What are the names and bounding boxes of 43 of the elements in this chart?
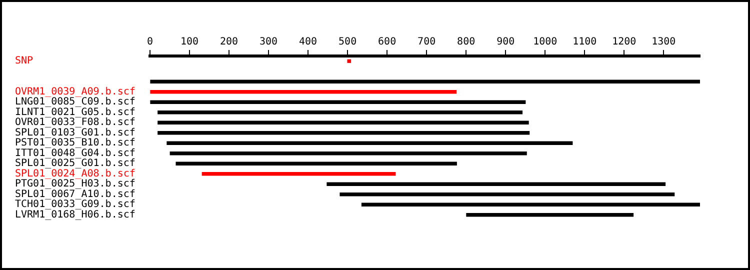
y-tick-label: SPL01_0067_A10.b.scf: [15, 188, 136, 200]
bar: [170, 152, 527, 156]
bar: [347, 59, 352, 63]
bar: [326, 182, 666, 186]
y-tick-label: PTG01_0025_H03.b.scf: [15, 178, 136, 190]
y-tick-label: TCH01_0033_G09.b.scf: [15, 199, 136, 210]
x-tick-label: 800: [457, 36, 476, 48]
x-tick-label: 700: [418, 36, 436, 48]
x-tick-label: 1300: [652, 36, 676, 48]
y-tick-label: ILNT1_0021_G05.b.scf: [15, 106, 136, 118]
bar: [158, 110, 523, 114]
bar: [466, 213, 634, 217]
y-tick-label: SPL01_0103_G01.b.scf: [15, 127, 136, 138]
x-tick-label: 1200: [612, 36, 636, 48]
bar: [150, 100, 526, 104]
y-tick-label: PST01_0035_B10.b.scf: [15, 138, 136, 149]
bar: [176, 162, 457, 166]
bar: [158, 120, 529, 124]
bar: [150, 80, 700, 84]
y-tick-label: OVR01_0033_F08.b.scf: [15, 117, 136, 128]
y-tick-label: OVRM1_0039_A09.b.scf: [15, 86, 136, 98]
x-tick-label: 400: [299, 36, 318, 48]
y-tick-label: SPL01_0024_A08.b.scf: [15, 168, 136, 180]
bar: [150, 90, 457, 94]
bar: [158, 131, 530, 135]
y-tick-label: SPL01_0025_G01.b.scf: [15, 158, 136, 170]
y-tick-label: ITT01_0048_G04.b.scf: [15, 148, 136, 159]
x-tick-label: 100: [180, 36, 199, 48]
bar: [361, 202, 700, 206]
x-tick-label: 500: [338, 36, 357, 48]
y-tick-label: LVRM1_0168_H06.b.scf: [15, 209, 136, 220]
x-tick-label: 1100: [572, 36, 597, 48]
bar: [166, 141, 573, 145]
x-tick-label: 1000: [533, 36, 558, 48]
x-tick-label: 300: [260, 36, 278, 48]
x-tick-label: 0: [146, 36, 154, 48]
bar: [202, 172, 396, 176]
x-tick-label: 600: [378, 36, 396, 48]
bar: [340, 192, 675, 196]
y-tick-label: LNG01_0085_C09.b.scf: [15, 96, 136, 108]
x-tick-label: 200: [220, 36, 238, 48]
y-tick-label: SNP: [15, 56, 34, 67]
x-tick-label: 900: [496, 36, 515, 48]
